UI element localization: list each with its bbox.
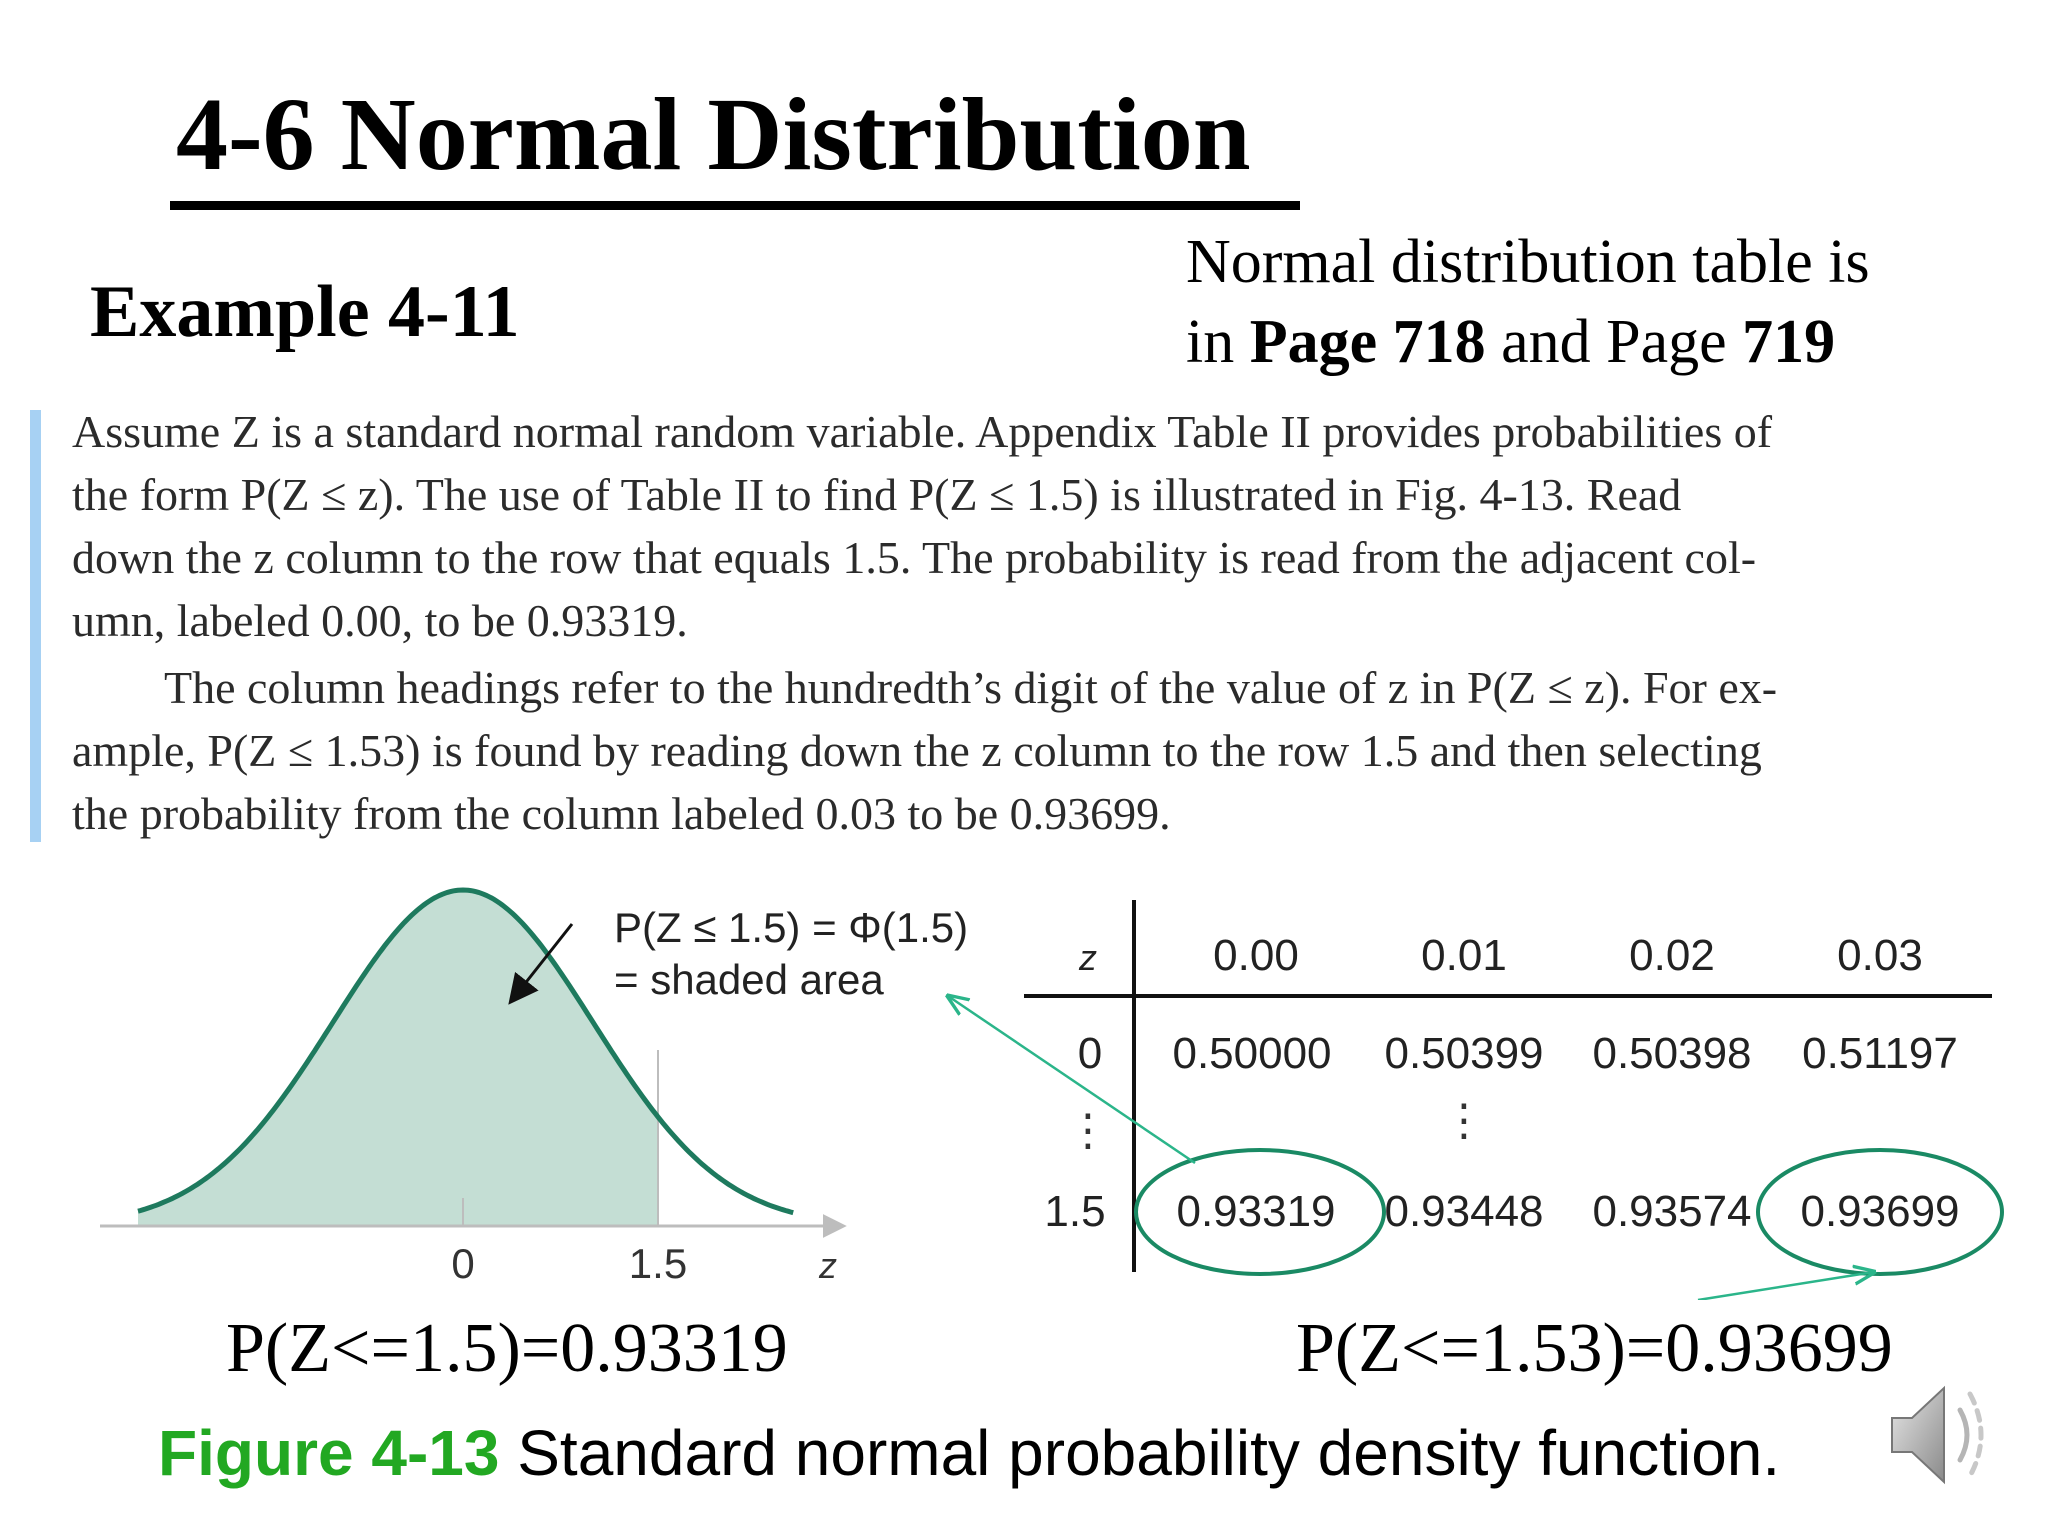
table-note: Normal distribution table is in Page 718… [1186, 222, 1870, 382]
example-text-block: Assume Z is a standard normal random var… [72, 400, 2032, 845]
table-cell: 0.50399 [1384, 1029, 1543, 1078]
table-cell: 0.93574 [1592, 1187, 1751, 1236]
table-row-z-0: 0 [1078, 1029, 1102, 1078]
table-cell: 0.93448 [1384, 1187, 1543, 1236]
example-paragraph-1: Assume Z is a standard normal random var… [72, 406, 1773, 646]
highlight-ellipse-0-93699 [1756, 1148, 2004, 1276]
example-heading: Example 4-11 [90, 271, 520, 353]
example-side-bar [30, 410, 41, 842]
table-cell: 0.93699 [1800, 1187, 1959, 1236]
axis-label-z: z [818, 1245, 837, 1286]
probability-table: z 0.00 0.01 0.02 0.03 0 0.50000 0.50399 … [1024, 900, 2004, 1276]
density-curve [137, 887, 794, 1216]
example-paragraph-2: The column headings refer to the hundred… [72, 662, 1778, 839]
shaded-area [138, 890, 658, 1226]
result-right: P(Z<=1.53)=0.93699 [1296, 1310, 1893, 1387]
table-ellipsis-z: ⋮ [1066, 1106, 1110, 1155]
speaker-audio-icon[interactable] [1886, 1370, 1996, 1500]
table-ellipsis-col: ⋮ [1442, 1096, 1486, 1145]
table-col-0-02: 0.02 [1629, 931, 1715, 980]
table-note-line1: Normal distribution table is [1186, 228, 1870, 296]
note-page-719: 719 [1742, 308, 1836, 376]
table-cell: 0.50000 [1172, 1029, 1331, 1078]
table-col-0-01: 0.01 [1421, 931, 1507, 980]
note-page-718: Page 718 [1249, 308, 1486, 376]
normal-curve-plot: P(Z ≤ 1.5) = Φ(1.5) = shaded area 0 1.5 … [100, 887, 968, 1287]
slide-title: 4-6 Normal Distribution [176, 77, 1251, 192]
curve-annotation-line2: = shaded area [614, 956, 884, 1003]
curve-annotation-line1: P(Z ≤ 1.5) = Φ(1.5) [614, 904, 968, 951]
table-header-z: z [1078, 937, 1097, 978]
connector-arrow-to-0-93699 [1697, 1272, 1874, 1300]
table-cell: 0.50398 [1592, 1029, 1751, 1078]
note-middle: and Page [1485, 308, 1743, 376]
annotation-pointer [508, 923, 574, 1005]
highlight-ellipse-0-93319 [1134, 1148, 1386, 1276]
figure-4-13: P(Z ≤ 1.5) = Φ(1.5) = shaded area 0 1.5 … [100, 887, 2004, 1300]
connector-arrow-to-annotation [948, 996, 1196, 1165]
figure-caption-label: Figure 4-13 [158, 1417, 500, 1489]
table-note-line2: in Page 718 and Page 719 [1186, 302, 1870, 382]
table-col-0-03: 0.03 [1837, 931, 1923, 980]
result-left: P(Z<=1.5)=0.93319 [226, 1310, 788, 1387]
table-cell: 0.93319 [1176, 1187, 1335, 1236]
table-cell: 0.51197 [1802, 1029, 1958, 1078]
axis-label-0: 0 [451, 1240, 474, 1287]
figure-caption-text: Standard normal probability density func… [499, 1417, 1781, 1489]
table-row-z-1-5: 1.5 [1044, 1187, 1105, 1236]
table-col-0-00: 0.00 [1213, 931, 1299, 980]
axis-label-1-5: 1.5 [629, 1240, 687, 1287]
figure-caption: Figure 4-13 Standard normal probability … [158, 1418, 1780, 1488]
note-prefix: in [1186, 308, 1250, 376]
title-underline [170, 201, 1300, 210]
